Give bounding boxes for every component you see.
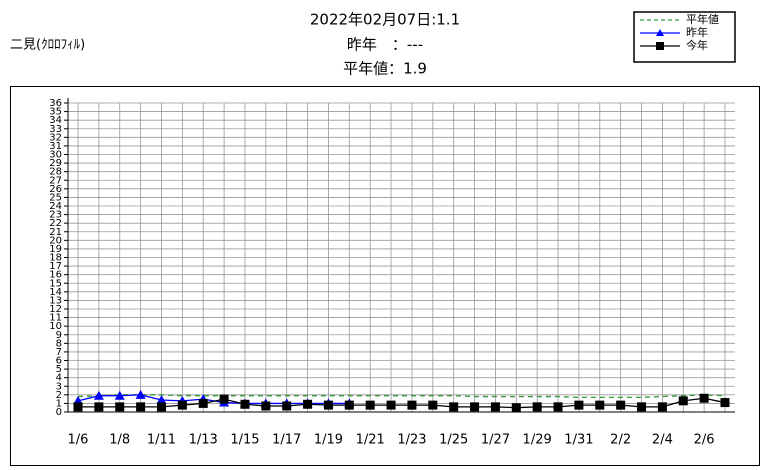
y-tick-label: 26 (49, 184, 62, 195)
x-tick-label: 1/6 (68, 433, 89, 448)
point (657, 402, 667, 412)
y-tick-label: 36 (49, 98, 62, 109)
point (574, 400, 584, 410)
x-tick-label: 1/21 (356, 433, 385, 448)
y-tick-label: 11 (49, 313, 62, 324)
y-tick-label: 6 (56, 356, 62, 367)
point (303, 399, 313, 409)
point (94, 402, 104, 412)
y-tick-label: 18 (49, 253, 62, 264)
y-tick-label: 29 (49, 158, 62, 169)
y-tick-label: 1 (56, 398, 62, 409)
point (470, 402, 480, 412)
point (678, 396, 688, 406)
y-tick-label: 22 (49, 218, 62, 229)
point (219, 394, 229, 404)
y-tick-label: 12 (49, 304, 62, 315)
point (240, 399, 250, 409)
y-tick-label: 33 (49, 124, 62, 135)
y-tick-label: 30 (49, 150, 62, 161)
y-tick-label: 27 (49, 175, 62, 186)
point (407, 400, 417, 410)
point (616, 400, 626, 410)
y-tick-label: 24 (49, 201, 62, 212)
point (386, 400, 396, 410)
y-tick-label: 34 (49, 115, 62, 126)
point (553, 402, 563, 412)
point (136, 402, 146, 412)
point (511, 403, 521, 413)
point (449, 402, 459, 412)
y-tick-label: 8 (56, 338, 62, 349)
x-tick-label: 1/17 (272, 433, 301, 448)
x-tick-label: 1/11 (147, 433, 176, 448)
point (282, 401, 292, 411)
point (198, 398, 208, 408)
y-tick-label: 16 (49, 270, 62, 281)
y-tick-label: 14 (49, 287, 62, 298)
y-tick-label: 25 (49, 192, 62, 203)
point (73, 402, 83, 412)
y-tick-label: 9 (56, 330, 62, 341)
x-tick-label: 1/27 (481, 433, 510, 448)
y-tick-label: 23 (49, 210, 62, 221)
y-tick-label: 3 (56, 381, 62, 392)
chart-title: 二見(ｸﾛﾛﾌｨﾙ) (10, 38, 85, 53)
point (115, 402, 125, 412)
x-tick-label: 1/31 (564, 433, 593, 448)
x-tick-label: 1/23 (397, 433, 426, 448)
point (93, 390, 104, 400)
y-tick-label: 2 (56, 390, 62, 401)
point (637, 402, 647, 412)
legend-label: 今年 (686, 38, 708, 52)
y-tick-label: 17 (49, 261, 62, 272)
y-tick-label: 15 (49, 278, 62, 289)
point (177, 400, 187, 410)
header-line: 昨年 ：--- (347, 36, 423, 54)
y-tick-label: 4 (56, 373, 62, 384)
y-tick-label: 10 (49, 321, 62, 332)
header-line: 平年値：1.9 (343, 60, 427, 78)
point (156, 394, 167, 404)
y-tick-label: 0 (56, 407, 62, 418)
point (595, 400, 605, 410)
y-tick-label: 13 (49, 295, 62, 306)
legend-label: 昨年 (686, 25, 708, 39)
x-tick-label: 1/8 (109, 433, 130, 448)
y-tick-label: 19 (49, 244, 62, 255)
point (344, 400, 354, 410)
x-tick-label: 2/4 (652, 433, 673, 448)
y-tick-label: 5 (56, 364, 62, 375)
x-tick-label: 2/2 (610, 433, 631, 448)
x-tick-label: 1/15 (230, 433, 259, 448)
y-tick-label: 21 (49, 227, 62, 238)
point (261, 401, 271, 411)
legend-label: 平年値 (686, 12, 719, 26)
x-tick-label: 1/25 (439, 433, 468, 448)
y-tick-label: 32 (49, 132, 62, 143)
y-tick-label: 31 (49, 141, 62, 152)
point (720, 398, 730, 408)
point (156, 402, 166, 412)
header-line: 2022年02月07日:1.1 (310, 11, 460, 29)
x-tick-label: 1/29 (523, 433, 552, 448)
x-tick-label: 2/6 (694, 433, 715, 448)
x-tick-label: 1/13 (189, 433, 218, 448)
point (428, 400, 438, 410)
point (114, 390, 125, 400)
legend-marker (656, 42, 664, 50)
y-tick-label: 28 (49, 167, 62, 178)
legend-marker (656, 29, 664, 36)
point (135, 389, 146, 399)
point (699, 393, 709, 403)
point (365, 400, 375, 410)
y-tick-label: 20 (49, 235, 62, 246)
y-tick-label: 35 (49, 107, 62, 118)
point (532, 402, 542, 412)
x-tick-label: 1/19 (314, 433, 343, 448)
y-tick-label: 7 (56, 347, 62, 358)
point (490, 402, 500, 412)
point (323, 400, 333, 410)
